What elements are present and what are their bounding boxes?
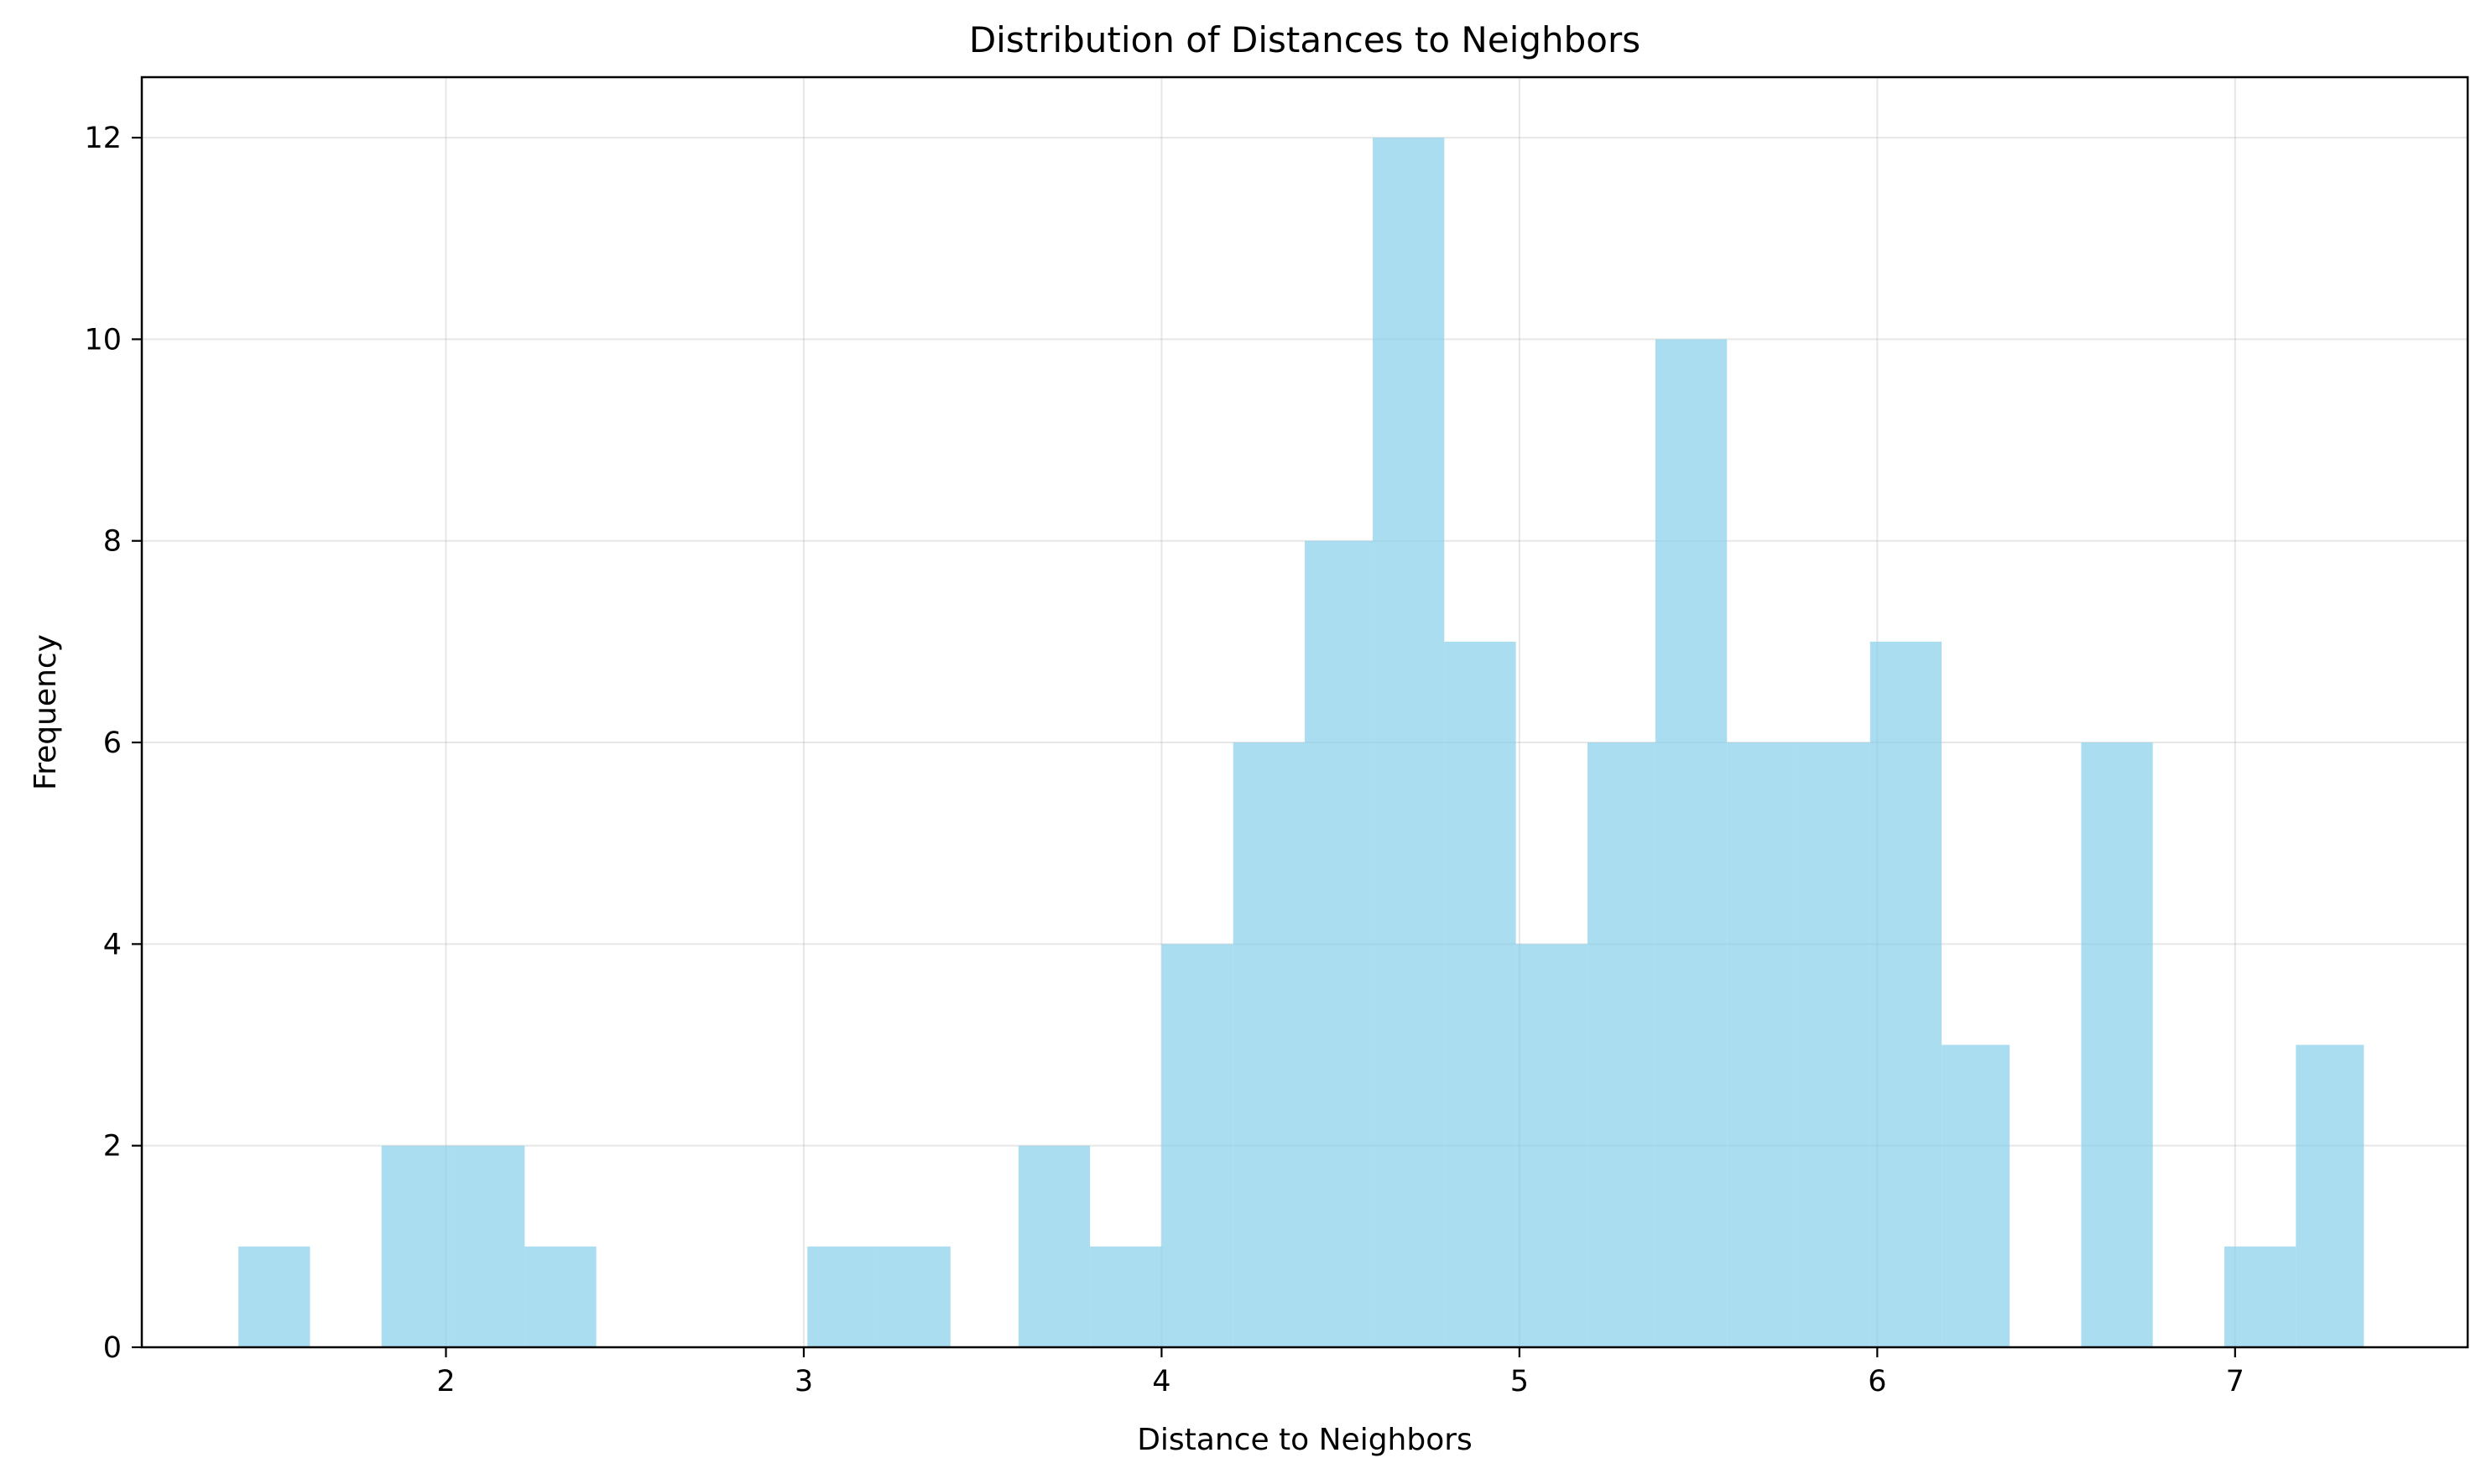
histogram-bar-23	[1869, 641, 1942, 1347]
histogram-bar-24	[1942, 1044, 2010, 1347]
x-tick-label: 7	[2226, 1365, 2244, 1398]
x-tick-label: 2	[436, 1365, 455, 1398]
y-tick-label: 10	[84, 323, 122, 357]
histogram-bar-29	[2296, 1044, 2364, 1347]
ticks-layer: 2 3 4 5 6 7 0 2 4 6 8 10 12	[84, 122, 2244, 1398]
y-tick-label: 2	[103, 1130, 122, 1164]
histogram-bar-21	[1727, 742, 1799, 1347]
histogram-bar-3	[453, 1145, 525, 1347]
histogram-bar-12	[1090, 1246, 1162, 1347]
histogram-bar-9	[878, 1246, 951, 1347]
histogram-bar-13	[1161, 944, 1233, 1347]
x-tick-label: 5	[1510, 1365, 1529, 1398]
histogram-bar-18	[1515, 944, 1587, 1347]
histogram-bar-28	[2224, 1246, 2296, 1347]
y-tick-label: 4	[103, 928, 122, 961]
y-axis-label: Frequency	[29, 634, 63, 790]
histogram-bar-22	[1798, 742, 1870, 1347]
histogram-bar-17	[1444, 641, 1516, 1347]
bars-layer	[238, 138, 2364, 1348]
histogram-bar-2	[381, 1145, 454, 1347]
chart-title: Distribution of Distances to Neighbors	[969, 19, 1640, 60]
y-tick-label: 0	[103, 1331, 122, 1365]
x-tick-label: 4	[1152, 1365, 1170, 1398]
x-tick-label: 6	[1868, 1365, 1886, 1398]
histogram-bar-11	[1018, 1145, 1091, 1347]
histogram-bar-16	[1373, 138, 1445, 1348]
histogram-bar-14	[1233, 742, 1305, 1347]
histogram-bar-19	[1587, 742, 1655, 1347]
histogram-bar-8	[807, 1246, 879, 1347]
histogram-bar-20	[1655, 339, 1728, 1347]
plot-frame	[140, 76, 2469, 1349]
x-axis-label: Distance to Neighbors	[1137, 1423, 1473, 1457]
histogram-bar-15	[1305, 540, 1374, 1347]
y-tick-label: 12	[84, 122, 122, 155]
histogram-bar-0	[238, 1246, 310, 1347]
y-tick-label: 6	[103, 726, 122, 760]
y-tick-label: 8	[103, 525, 122, 559]
x-tick-label: 3	[795, 1365, 813, 1398]
histogram-bar-4	[524, 1246, 597, 1347]
histogram-bar-26	[2081, 742, 2153, 1347]
